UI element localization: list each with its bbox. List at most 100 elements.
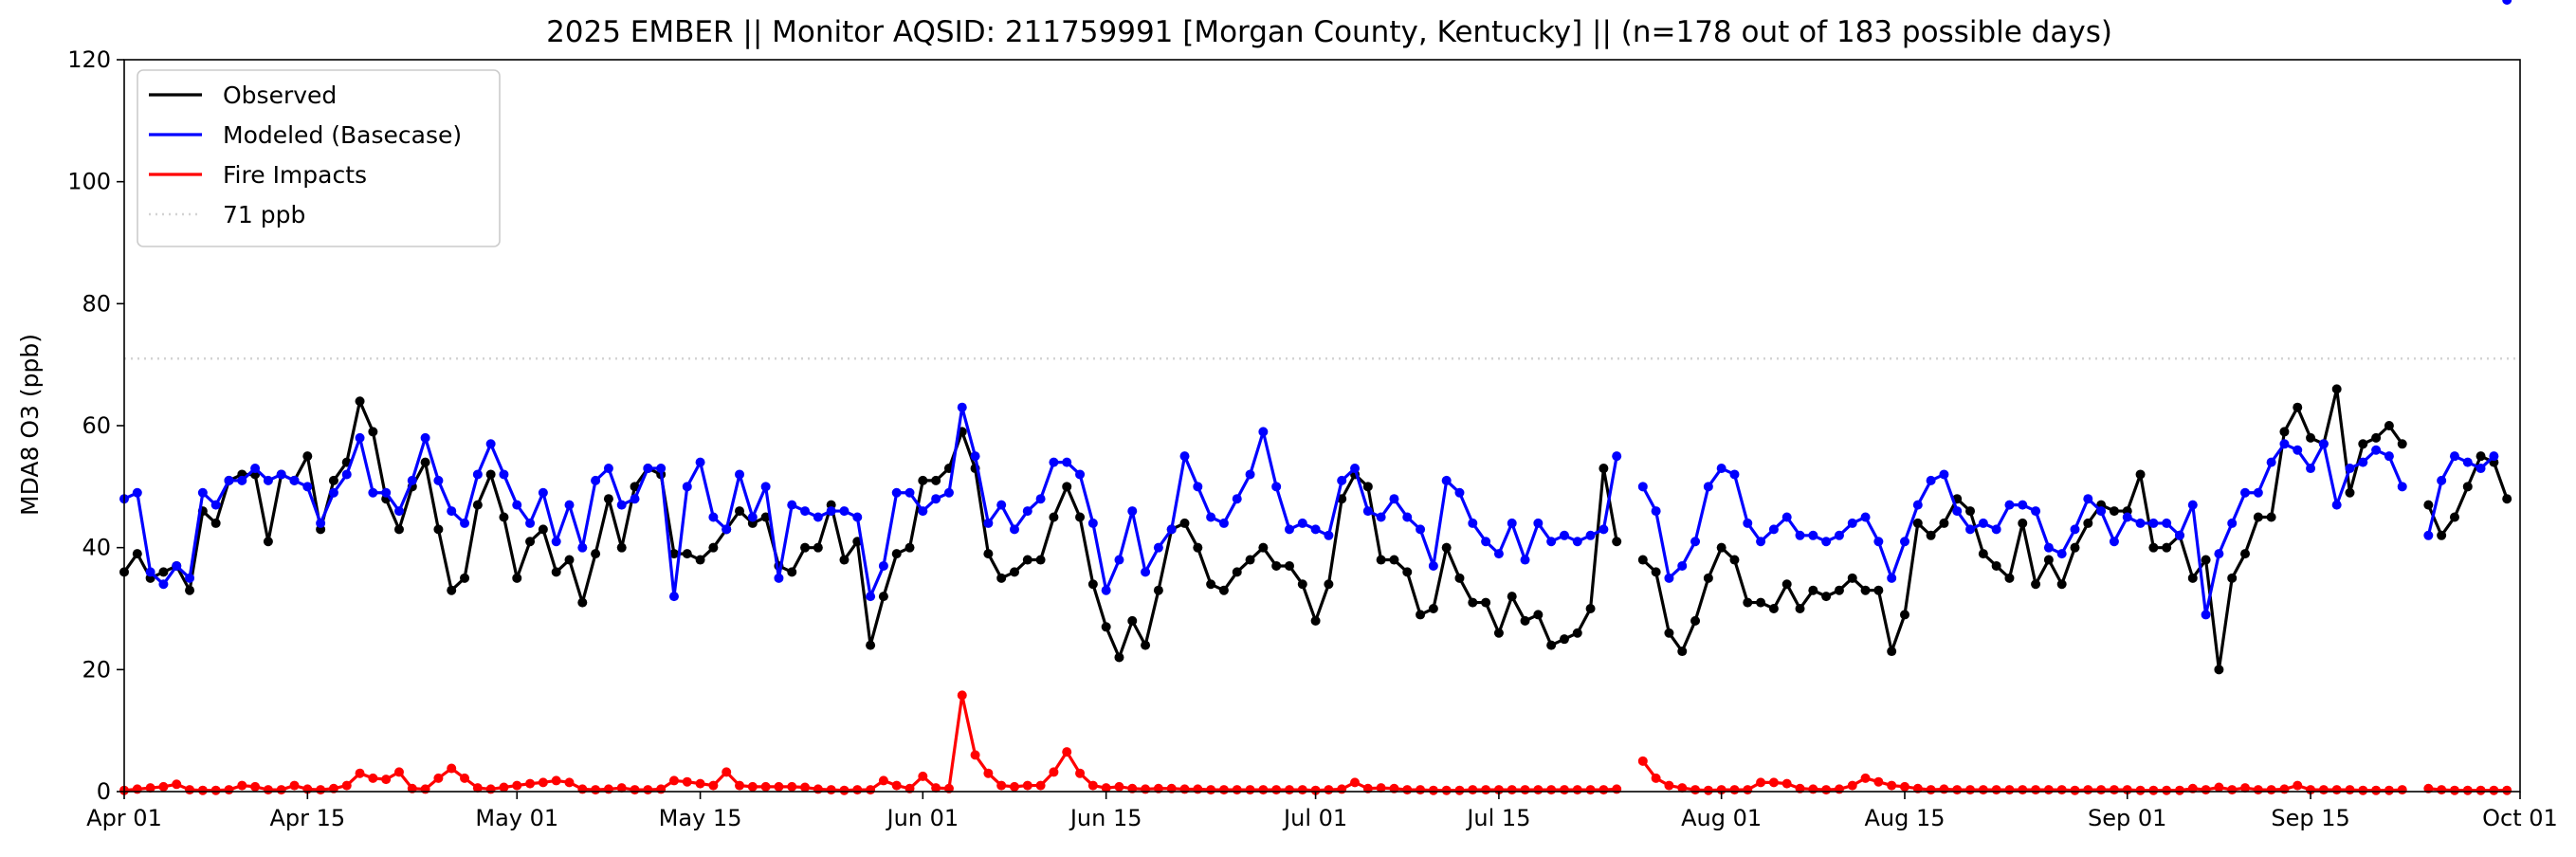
legend-label: Fire Impacts	[223, 161, 367, 189]
data-point	[185, 585, 195, 595]
data-point	[1087, 780, 1098, 791]
data-point	[172, 560, 182, 571]
data-point	[643, 785, 653, 795]
data-point	[1612, 784, 1622, 794]
data-point	[1428, 785, 1438, 795]
data-point	[341, 780, 352, 791]
data-point	[2162, 542, 2172, 553]
data-point	[2031, 506, 2041, 517]
data-point	[2279, 439, 2290, 449]
data-point	[485, 469, 496, 480]
data-point	[1062, 747, 1072, 757]
data-point	[224, 785, 234, 795]
data-point	[2227, 518, 2238, 528]
data-point	[1493, 628, 1504, 638]
data-point	[393, 524, 404, 535]
x-tick-label: Jun 15	[1069, 805, 1142, 831]
data-point	[2083, 494, 2093, 504]
data-point	[1075, 768, 1086, 778]
data-point	[1324, 785, 1334, 795]
data-point	[2056, 785, 2067, 795]
data-point	[2293, 402, 2303, 412]
data-point	[2437, 785, 2447, 795]
data-point	[1520, 785, 1530, 795]
data-point	[2462, 482, 2473, 492]
data-point	[1376, 512, 1386, 522]
data-point	[735, 469, 745, 480]
data-point	[1768, 604, 1779, 613]
data-point	[591, 785, 601, 795]
y-axis-title: MDA8 O3 (ppb)	[16, 334, 44, 516]
data-point	[1821, 537, 1832, 547]
legend-label: Observed	[223, 82, 337, 109]
data-point	[1860, 585, 1871, 595]
data-point	[210, 785, 221, 795]
legend: Observed Modeled (Basecase) Fire Impacts 71…	[137, 69, 501, 247]
data-point	[1232, 494, 1242, 504]
data-point	[1454, 573, 1465, 583]
data-point	[839, 785, 850, 795]
data-point	[2253, 512, 2263, 522]
data-point	[1533, 610, 1544, 620]
data-point	[1206, 512, 1216, 522]
chart-title: 2025 EMBER || Monitor AQSID: 211759991 […	[546, 15, 2112, 49]
data-point	[1781, 579, 1792, 590]
data-point	[1637, 482, 1648, 492]
data-point	[237, 475, 247, 485]
data-point	[289, 475, 300, 485]
data-point	[2358, 457, 2368, 467]
data-point	[381, 775, 392, 785]
data-point	[1376, 555, 1386, 565]
data-point	[1637, 555, 1648, 565]
data-point	[891, 780, 902, 791]
data-point	[407, 475, 417, 485]
data-point	[1808, 530, 1818, 540]
data-point	[2043, 542, 2054, 553]
data-point	[2371, 445, 2382, 455]
data-point	[1337, 784, 1347, 794]
data-point	[512, 500, 522, 510]
data-point	[499, 512, 509, 522]
data-point	[1310, 785, 1321, 795]
data-point	[2214, 782, 2224, 793]
data-point	[1245, 785, 1255, 795]
data-point	[1664, 628, 1674, 638]
data-point	[1284, 560, 1294, 571]
data-point	[1350, 777, 1361, 788]
data-point	[2162, 518, 2172, 528]
data-point	[420, 457, 430, 467]
data-point	[433, 475, 444, 485]
data-point	[1114, 555, 1124, 565]
data-point	[1022, 506, 1032, 517]
data-point	[447, 506, 457, 517]
data-point	[983, 768, 994, 778]
x-tick-label: Aug 01	[1681, 805, 1762, 831]
data-point	[1887, 647, 1897, 657]
x-tick-label: May 01	[475, 805, 558, 831]
data-point	[2174, 530, 2184, 540]
data-point	[2122, 512, 2132, 522]
data-point	[577, 597, 588, 608]
data-point	[132, 784, 142, 794]
data-point	[603, 494, 613, 504]
data-point	[1926, 475, 1936, 485]
data-point	[1035, 494, 1046, 504]
data-point	[1232, 567, 1242, 577]
data-point	[1232, 785, 1242, 795]
data-point	[1952, 785, 1963, 795]
data-point	[1729, 469, 1740, 480]
data-point	[1585, 785, 1596, 795]
data-point	[2358, 785, 2368, 795]
data-point	[263, 537, 273, 547]
data-point	[1677, 560, 1688, 571]
data-point	[2476, 785, 2486, 795]
data-point	[2227, 573, 2238, 583]
data-point	[2345, 487, 2355, 498]
data-point	[460, 518, 470, 528]
data-point	[1559, 785, 1569, 795]
data-point	[1991, 560, 2001, 571]
data-point	[2489, 451, 2499, 462]
data-point	[2187, 500, 2198, 510]
